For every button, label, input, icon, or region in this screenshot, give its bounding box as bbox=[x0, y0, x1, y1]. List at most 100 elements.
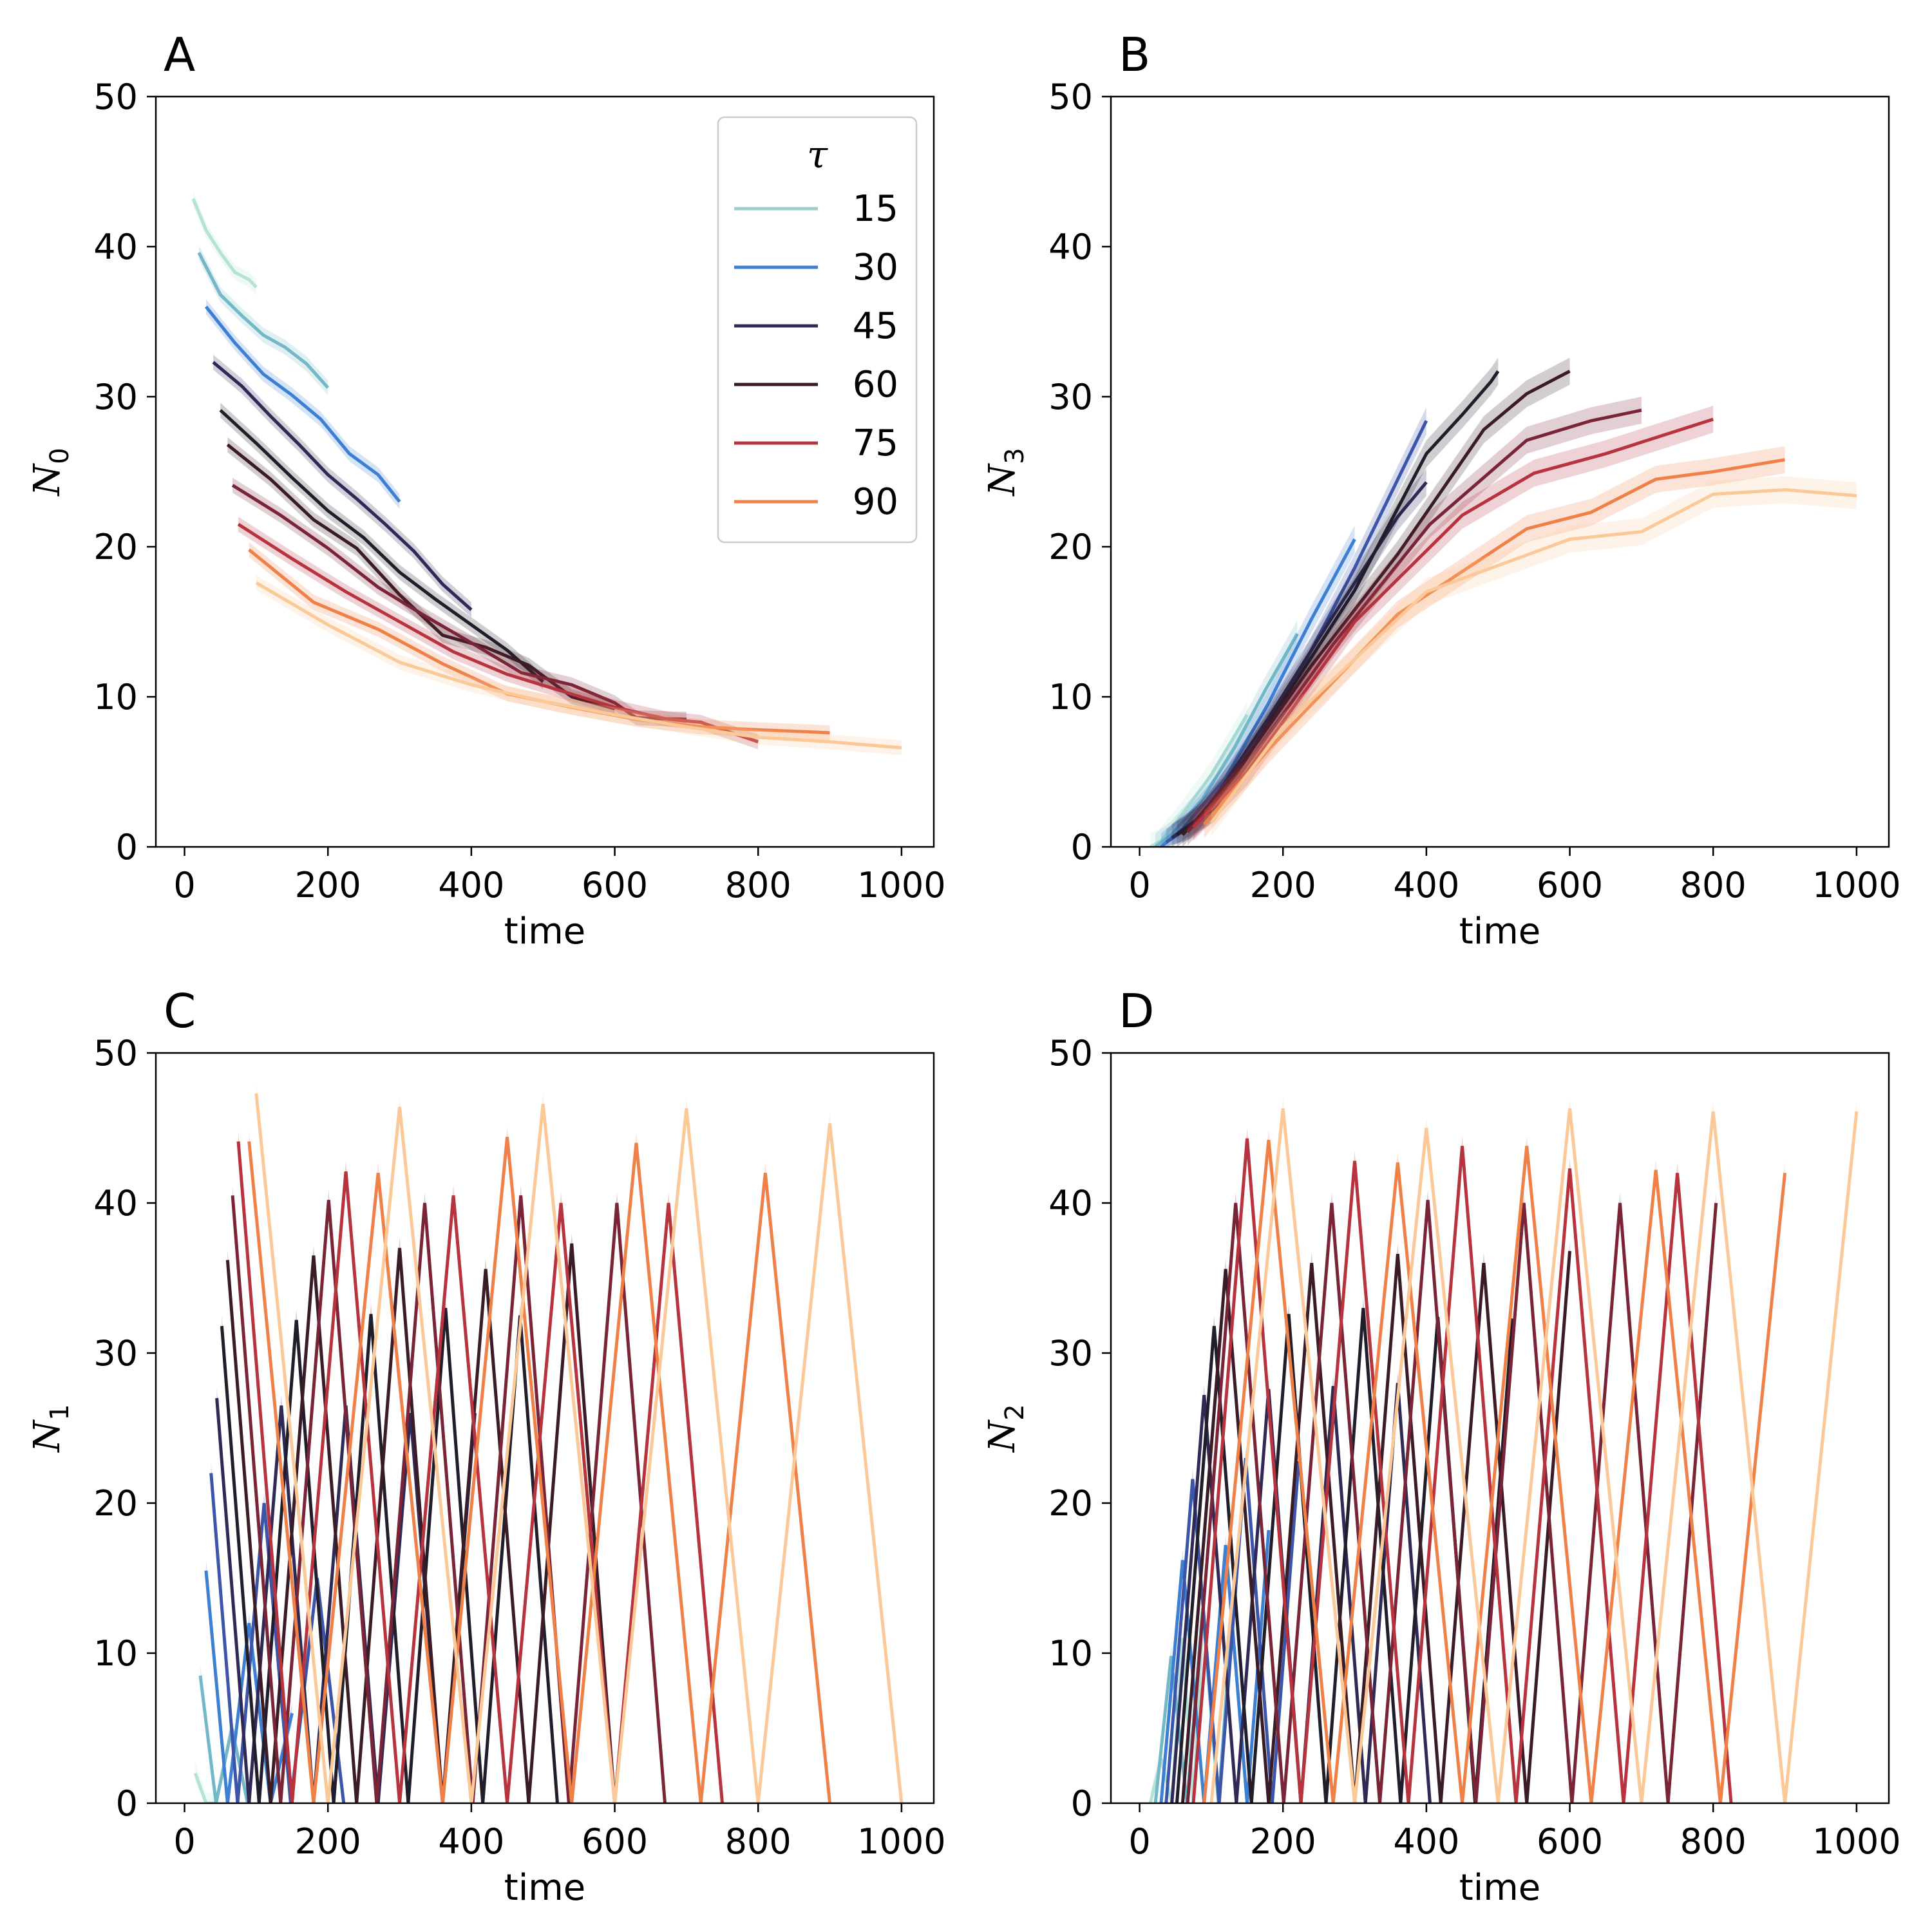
y-tick-label: 40 bbox=[1048, 1183, 1093, 1224]
series-band-b-0 bbox=[1150, 701, 1247, 847]
y-tick-label: 0 bbox=[1071, 1783, 1093, 1824]
y-tick-label: 30 bbox=[1048, 377, 1093, 417]
y-tick-label: 50 bbox=[93, 77, 138, 117]
x-tick-label: 200 bbox=[295, 865, 361, 905]
series-line-c-5 bbox=[220, 1307, 559, 1803]
x-tick-label: 400 bbox=[1393, 865, 1459, 905]
series-line-c-10 bbox=[254, 1093, 904, 1803]
y-tick-label: 50 bbox=[1048, 77, 1093, 117]
y-tick-label: 0 bbox=[116, 1783, 138, 1824]
x-tick-label: 200 bbox=[295, 1821, 361, 1862]
series-line-b-1 bbox=[1154, 632, 1299, 847]
x-tick-label: 800 bbox=[1680, 865, 1747, 905]
series-line-d-3 bbox=[1164, 1457, 1301, 1803]
series-band-c-0 bbox=[195, 1763, 217, 1803]
series-band-a-0 bbox=[193, 191, 256, 295]
y-axis-label-sub: 2 bbox=[1000, 1404, 1030, 1420]
y-tick-label: 20 bbox=[93, 1483, 138, 1524]
series-line-c-8 bbox=[236, 1141, 724, 1803]
series-line-a-7 bbox=[237, 522, 759, 744]
y-axis-label-sub: 1 bbox=[45, 1404, 75, 1420]
y-axis-label-main: N bbox=[981, 463, 1023, 497]
x-tick-label: 1000 bbox=[857, 865, 945, 905]
panel-letter: B bbox=[1119, 28, 1150, 82]
legend: τ 15 30 45 60 75 90 bbox=[717, 116, 918, 544]
y-tick-label: 0 bbox=[1071, 827, 1093, 867]
x-tick-label: 1000 bbox=[1812, 865, 1900, 905]
series-line-a-4 bbox=[219, 409, 544, 683]
y-tick-label: 30 bbox=[1048, 1333, 1093, 1374]
plot-area bbox=[1148, 1097, 1859, 1803]
x-tick-label: 1000 bbox=[857, 1821, 945, 1862]
panel-letter: C bbox=[164, 984, 196, 1038]
y-tick-label: 0 bbox=[116, 827, 138, 867]
series-line-a-9 bbox=[255, 581, 902, 750]
y-tick-label: 30 bbox=[93, 1333, 138, 1374]
x-tick-label: 1000 bbox=[1812, 1821, 1900, 1862]
legend-title: τ bbox=[807, 133, 828, 176]
y-tick-label: 10 bbox=[93, 1633, 138, 1674]
x-axis-label: time bbox=[504, 911, 586, 952]
y-axis-label-sub: 3 bbox=[1000, 448, 1030, 464]
series-line-b-6 bbox=[1181, 370, 1571, 837]
y-tick-label: 40 bbox=[93, 1183, 138, 1224]
series-line-d-9 bbox=[1202, 1139, 1787, 1803]
y-tick-label: 10 bbox=[1048, 1633, 1093, 1674]
y-tick-label: 10 bbox=[93, 677, 138, 717]
series-band-a-1 bbox=[198, 245, 328, 395]
series-band-b-10 bbox=[1211, 476, 1857, 837]
series-line-c-0 bbox=[193, 1772, 217, 1803]
series-line-a-2 bbox=[204, 305, 401, 503]
series-line-b-10 bbox=[1209, 488, 1857, 824]
x-tick-label: 600 bbox=[582, 865, 648, 905]
legend-label: 45 bbox=[853, 305, 898, 347]
panel-letter: D bbox=[1119, 984, 1154, 1038]
series-line-d-8 bbox=[1191, 1138, 1733, 1803]
plot-area bbox=[193, 1083, 904, 1803]
y-tick-label: 20 bbox=[93, 527, 138, 567]
legend-label: 90 bbox=[853, 481, 898, 523]
panel-letter: A bbox=[164, 28, 195, 82]
legend-label: 15 bbox=[853, 188, 898, 230]
y-axis-label: N2 bbox=[981, 1404, 1030, 1453]
y-tick-label: 50 bbox=[93, 1033, 138, 1074]
legend-label: 60 bbox=[853, 364, 898, 406]
x-tick-label: 800 bbox=[725, 1821, 791, 1862]
series-band-a-7 bbox=[238, 516, 759, 750]
x-tick-label: 200 bbox=[1250, 865, 1316, 905]
x-tick-label: 0 bbox=[173, 865, 195, 905]
axes-frame bbox=[1110, 1052, 1890, 1804]
y-axis-label: N1 bbox=[26, 1404, 75, 1453]
x-axis-label: time bbox=[1459, 911, 1541, 952]
series-line-d-10 bbox=[1209, 1108, 1859, 1803]
x-tick-label: 400 bbox=[438, 1821, 504, 1862]
series-line-a-1 bbox=[197, 252, 330, 389]
series-line-b-8 bbox=[1192, 417, 1714, 829]
x-tick-label: 800 bbox=[725, 865, 791, 905]
x-tick-label: 600 bbox=[582, 1821, 648, 1862]
series-line-d-7 bbox=[1186, 1200, 1718, 1803]
plot-area bbox=[191, 191, 902, 755]
x-tick-label: 0 bbox=[1128, 865, 1150, 905]
plot-area bbox=[1150, 357, 1857, 847]
axes-frame bbox=[155, 1052, 935, 1804]
series-line-b-0 bbox=[1150, 714, 1249, 847]
series-line-c-7 bbox=[231, 1195, 667, 1803]
y-tick-label: 30 bbox=[93, 377, 138, 417]
series-band-b-8 bbox=[1193, 405, 1714, 841]
y-tick-label: 20 bbox=[1048, 527, 1093, 567]
legend-label: 75 bbox=[853, 422, 898, 464]
y-axis-label-sub: 0 bbox=[45, 448, 75, 464]
series-line-b-7 bbox=[1186, 408, 1642, 833]
x-axis-label: time bbox=[504, 1867, 586, 1909]
series-band-b-4 bbox=[1171, 468, 1426, 847]
x-tick-label: 400 bbox=[1393, 1821, 1459, 1862]
y-axis-label: N3 bbox=[981, 448, 1030, 497]
y-tick-label: 20 bbox=[1048, 1483, 1093, 1524]
y-tick-label: 10 bbox=[1048, 677, 1093, 717]
x-tick-label: 400 bbox=[438, 865, 504, 905]
y-tick-label: 40 bbox=[1048, 227, 1093, 267]
